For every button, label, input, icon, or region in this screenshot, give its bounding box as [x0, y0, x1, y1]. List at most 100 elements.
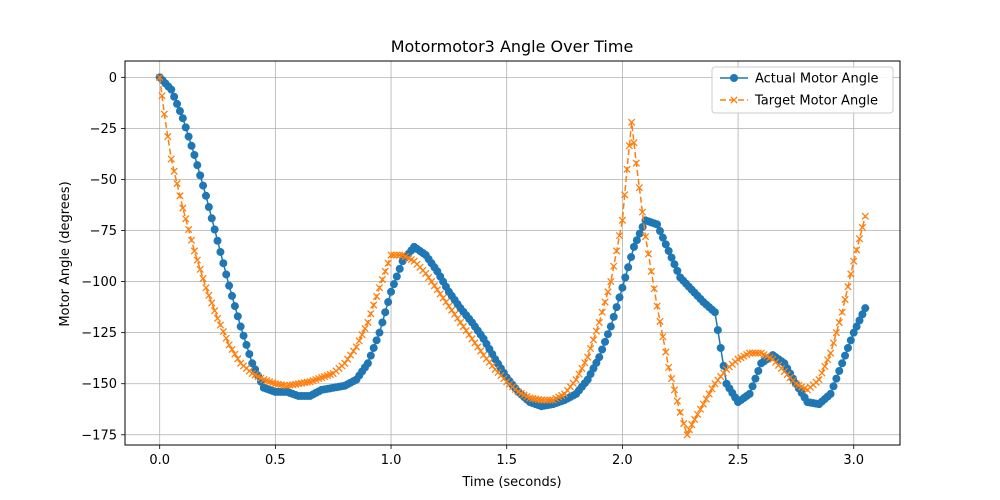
x-tick-label: 2.5 — [728, 453, 749, 468]
data-point — [213, 314, 222, 323]
data-point — [477, 347, 485, 355]
x-tick-label: 0.0 — [149, 453, 170, 468]
data-point — [219, 327, 227, 336]
data-point — [607, 277, 615, 286]
data-point — [846, 336, 855, 345]
data-point — [202, 284, 210, 292]
data-point — [387, 251, 395, 259]
data-point — [754, 349, 762, 357]
data-point — [584, 353, 592, 361]
data-point — [239, 331, 248, 340]
data-point — [187, 236, 196, 244]
y-tick-label: −25 — [90, 122, 117, 137]
chart-title: Motormotor3 Angle Over Time — [391, 37, 634, 56]
data-point — [661, 240, 670, 249]
data-point — [190, 150, 199, 159]
data-point — [358, 331, 366, 339]
data-point — [384, 298, 393, 307]
data-point — [395, 264, 404, 273]
legend-marker — [730, 96, 738, 104]
data-point — [546, 396, 554, 404]
data-point — [396, 251, 404, 259]
data-point — [662, 348, 670, 356]
data-point — [664, 246, 673, 255]
data-point — [459, 322, 467, 331]
data-point — [381, 308, 390, 317]
data-point — [572, 375, 580, 384]
data-point — [581, 359, 589, 367]
data-point — [676, 408, 684, 416]
data-point — [384, 259, 392, 267]
data-point — [390, 251, 398, 259]
data-point — [170, 92, 179, 101]
plot-frame — [124, 60, 901, 446]
data-point — [170, 167, 178, 175]
data-point — [190, 247, 199, 255]
x-tick-label: 2.0 — [612, 453, 633, 468]
data-point — [843, 343, 852, 352]
data-point — [210, 225, 219, 234]
data-point — [344, 355, 352, 363]
data-point — [341, 359, 349, 367]
y-tick-label: −150 — [81, 377, 117, 392]
data-point — [372, 292, 381, 301]
data-point — [629, 242, 638, 251]
data-point — [601, 337, 610, 346]
data-point — [670, 260, 679, 269]
data-point — [208, 299, 216, 307]
data-point — [422, 269, 430, 278]
data-point — [618, 216, 627, 224]
data-point — [378, 318, 387, 327]
data-point — [635, 229, 644, 238]
data-point — [205, 291, 213, 300]
data-point — [175, 107, 184, 116]
data-point — [748, 382, 757, 391]
data-point — [667, 374, 676, 383]
data-point — [855, 235, 864, 243]
data-point — [173, 179, 181, 188]
data-point — [838, 359, 847, 368]
data-point — [849, 328, 858, 337]
data-point — [595, 353, 604, 362]
data-point — [456, 318, 465, 327]
data-point — [641, 233, 650, 241]
data-point — [832, 329, 841, 337]
data-point — [225, 341, 233, 349]
data-point — [647, 267, 655, 276]
series-target — [156, 73, 869, 439]
data-point — [199, 181, 208, 190]
data-point — [858, 310, 867, 319]
data-point — [685, 426, 694, 434]
data-point — [601, 298, 609, 306]
data-point — [688, 420, 696, 429]
data-point — [696, 405, 705, 413]
data-point — [751, 349, 760, 357]
data-point — [691, 415, 699, 424]
legend-item: Target Motor Angle — [720, 94, 878, 109]
data-point — [236, 322, 245, 331]
legend-box — [711, 66, 894, 114]
series-layer — [155, 73, 870, 439]
data-point — [442, 298, 450, 306]
data-point — [655, 227, 664, 236]
data-point — [826, 389, 835, 398]
data-point — [210, 307, 219, 315]
data-point — [855, 316, 864, 325]
data-point — [375, 284, 384, 292]
data-point — [231, 350, 239, 358]
data-point — [606, 322, 615, 331]
legend-marker — [730, 74, 738, 82]
data-point — [745, 389, 754, 398]
data-point — [158, 92, 166, 100]
data-point — [821, 362, 829, 371]
data-point — [199, 274, 207, 283]
data-point — [474, 343, 482, 351]
data-point — [227, 291, 236, 300]
data-point — [242, 340, 251, 349]
data-point — [393, 251, 401, 259]
data-point — [656, 317, 664, 326]
data-point — [433, 286, 441, 294]
data-point — [653, 220, 662, 229]
data-point — [381, 267, 389, 276]
